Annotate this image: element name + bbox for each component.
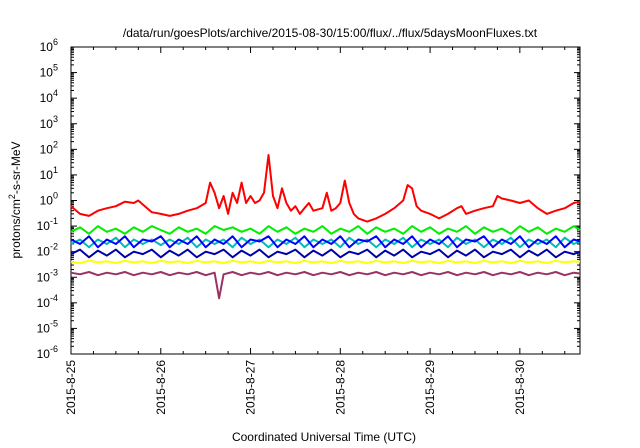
- y-tick-label: 10-6: [37, 344, 58, 361]
- y-tick-label: 101: [40, 165, 58, 182]
- x-tick-label: 2015-8-29: [423, 360, 437, 415]
- y-tick-label: 10-3: [37, 267, 58, 284]
- x-tick-label: 2015-8-26: [154, 360, 168, 415]
- series-line-2: [70, 225, 581, 235]
- x-tick-label: 2015-8-30: [513, 360, 527, 415]
- series-line-3: [70, 236, 581, 249]
- series-line-4: [70, 235, 581, 249]
- y-axis: 10-6 10-5 10-4 10-3 10-2 10-1 100 101 102 103 104 1…: [37, 37, 580, 361]
- y-tick-label: 103: [40, 114, 58, 131]
- y-tick-label: 100: [40, 191, 58, 208]
- y-tick-label: 102: [40, 139, 58, 156]
- series-line-5: [70, 248, 581, 259]
- y-tick-label: 10-2: [37, 242, 58, 259]
- x-axis: 2015-8-25 2015-8-26 2015-8-27 2015-8-28 2015…: [64, 47, 566, 415]
- x-tick-label: 2015-8-28: [333, 360, 347, 415]
- y-tick-label: 10-4: [37, 293, 58, 310]
- series-line-1: [70, 154, 581, 223]
- series-line-6: [70, 259, 581, 265]
- x-tick-label: 2015-8-25: [64, 360, 78, 415]
- y-axis-label: protons/cm2-s-sr-MeV: [7, 141, 23, 258]
- x-axis-label: Coordinated Universal Time (UTC): [232, 430, 416, 444]
- y-tick-label: 10-1: [37, 216, 58, 233]
- y-tick-label: 10-5: [37, 318, 58, 335]
- y-tick-label: 106: [40, 37, 58, 54]
- chart-title: /data/run/goesPlots/archive/2015-08-30/1…: [123, 26, 538, 40]
- series-group: [70, 154, 581, 300]
- series-line-7: [70, 271, 581, 300]
- x-tick-label: 2015-8-27: [244, 360, 258, 415]
- y-tick-label: 104: [40, 88, 58, 105]
- y-tick-label: 105: [40, 63, 58, 80]
